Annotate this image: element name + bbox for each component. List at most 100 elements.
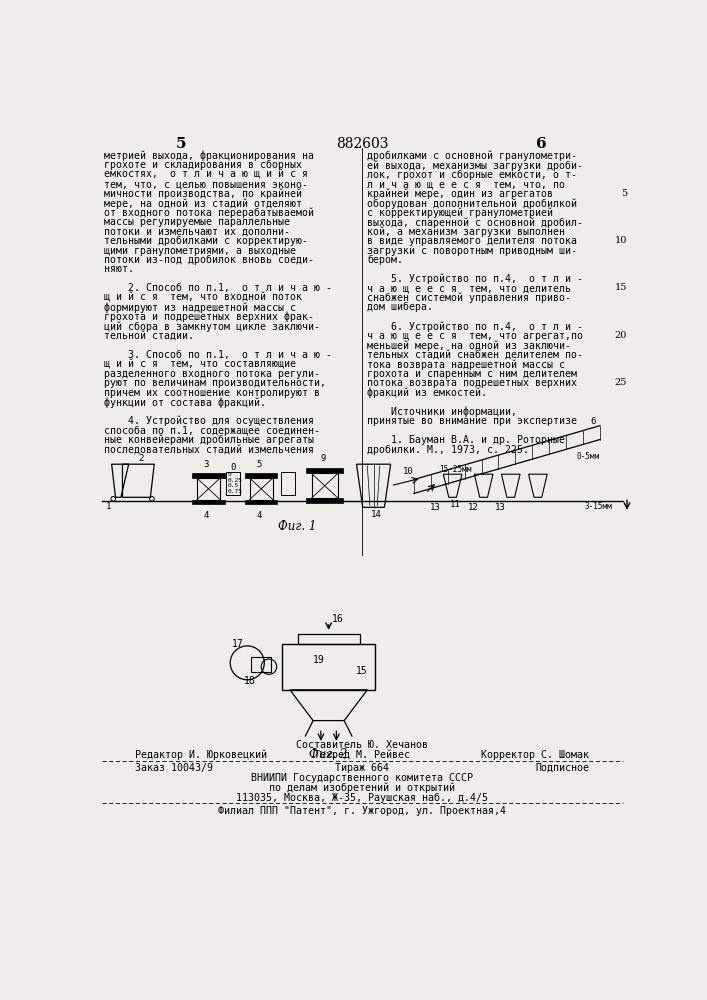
Text: 3. Способ по п.1,  о т л и ч а ю -: 3. Способ по п.1, о т л и ч а ю - xyxy=(104,350,332,360)
Text: няют.: няют. xyxy=(104,264,134,274)
Text: 5: 5 xyxy=(257,460,262,469)
Text: грохоте и складирования в сборных: грохоте и складирования в сборных xyxy=(104,160,302,170)
Bar xyxy=(245,500,277,504)
Text: 17: 17 xyxy=(232,639,243,649)
Text: 9: 9 xyxy=(320,454,325,463)
Text: 6: 6 xyxy=(537,137,547,151)
Text: 1. Бауман В.А. и др. Роторные: 1. Бауман В.А. и др. Роторные xyxy=(368,435,566,445)
Text: 5: 5 xyxy=(621,189,627,198)
Text: 0: 0 xyxy=(230,463,235,472)
Text: причем их соотношение контролируют в: причем их соотношение контролируют в xyxy=(104,388,320,398)
Bar xyxy=(192,500,225,504)
Text: кой, а механизм загрузки выполнен: кой, а механизм загрузки выполнен xyxy=(368,227,566,237)
Text: потоки и измельчают их дополни-: потоки и измельчают их дополни- xyxy=(104,227,290,237)
Text: ч а ю щ е е с я  тем, что делитель: ч а ю щ е е с я тем, что делитель xyxy=(368,283,571,293)
Text: по делам изобретений и открытий: по делам изобретений и открытий xyxy=(269,783,455,793)
Text: 5. Устройство по п.4,  о т л и -: 5. Устройство по п.4, о т л и - xyxy=(368,274,583,284)
Text: 2: 2 xyxy=(139,454,144,463)
Text: тем, что, с целью повышения эконо-: тем, что, с целью повышения эконо- xyxy=(104,179,308,189)
Bar xyxy=(306,468,343,473)
Text: 882603: 882603 xyxy=(336,137,388,151)
Text: ций сбора в замкнутом цикле заключи-: ций сбора в замкнутом цикле заключи- xyxy=(104,321,320,332)
Text: меньшей мере, на одной из заключи-: меньшей мере, на одной из заключи- xyxy=(368,340,571,351)
Text: Техред М. Рейвес: Техред М. Рейвес xyxy=(314,750,410,760)
Text: лок, грохот и сборные емкости, о т-: лок, грохот и сборные емкости, о т- xyxy=(368,170,578,180)
Text: 0.25: 0.25 xyxy=(228,478,243,483)
Bar xyxy=(251,657,271,672)
Text: 6: 6 xyxy=(590,417,596,426)
Text: 13: 13 xyxy=(429,503,440,512)
Bar xyxy=(250,478,273,500)
Text: 25: 25 xyxy=(614,378,627,387)
Text: загрузки с поворотным приводным ши-: загрузки с поворотным приводным ши- xyxy=(368,246,578,256)
Text: 6. Устройство по п.4,  о т л и -: 6. Устройство по п.4, о т л и - xyxy=(368,321,583,332)
Text: Заказ 10043/9: Заказ 10043/9 xyxy=(135,763,213,773)
Text: дробилки. М., 1973, с. 225.: дробилки. М., 1973, с. 225. xyxy=(368,444,530,455)
Bar xyxy=(226,472,240,495)
Text: 0-5мм: 0-5мм xyxy=(577,452,600,461)
Text: тельными дробилками с корректирую-: тельными дробилками с корректирую- xyxy=(104,236,308,246)
Text: руют по величинам производительности,: руют по величинам производительности, xyxy=(104,378,326,388)
Text: тока возврата надрешетной массы с: тока возврата надрешетной массы с xyxy=(368,359,566,370)
Text: 2. Способ по п.1,  о т л и ч а ю -: 2. Способ по п.1, о т л и ч а ю - xyxy=(104,283,332,293)
Text: метрией выхода, фракционирования на: метрией выхода, фракционирования на xyxy=(104,151,314,161)
Text: Филиал ППП "Патент", г. Ужгород, ул. Проектная,4: Филиал ППП "Патент", г. Ужгород, ул. Про… xyxy=(218,806,506,816)
Bar xyxy=(245,473,277,478)
Text: от входного потока перерабатываемой: от входного потока перерабатываемой xyxy=(104,208,314,218)
Text: Редактор И. Юрковецкий: Редактор И. Юрковецкий xyxy=(135,750,267,760)
Text: 5: 5 xyxy=(176,137,187,151)
Text: грохота и спаренным с ним делителем: грохота и спаренным с ним делителем xyxy=(368,369,578,379)
Text: 0.75: 0.75 xyxy=(228,489,243,494)
Text: 12: 12 xyxy=(468,503,479,512)
Text: Подписное: Подписное xyxy=(535,763,589,773)
Bar xyxy=(312,473,338,498)
Text: щими гранулометриями, а выходные: щими гранулометриями, а выходные xyxy=(104,246,296,256)
Text: 3: 3 xyxy=(204,460,209,469)
Text: 0: 0 xyxy=(228,472,232,477)
Text: щ и й с я  тем, что входной поток: щ и й с я тем, что входной поток xyxy=(104,293,302,303)
Text: Фиг. 1: Фиг. 1 xyxy=(279,520,317,533)
Text: 14: 14 xyxy=(370,510,381,519)
Text: 4: 4 xyxy=(204,511,209,520)
Bar xyxy=(306,498,343,503)
Text: с корректирующей гранулометрией: с корректирующей гранулометрией xyxy=(368,208,554,218)
Text: л и ч а ю щ е е с я  тем, что, по: л и ч а ю щ е е с я тем, что, по xyxy=(368,179,566,189)
Text: грохота и подрешетных верхних фрак-: грохота и подрешетных верхних фрак- xyxy=(104,312,314,322)
Text: дом шибера.: дом шибера. xyxy=(368,302,433,312)
Text: бером.: бером. xyxy=(368,255,404,265)
Text: ч а ю щ е е с я  тем, что агрегат,по: ч а ю щ е е с я тем, что агрегат,по xyxy=(368,331,583,341)
Text: Источники информации,: Источники информации, xyxy=(368,407,518,417)
Text: емкостях,  о т л и ч а ю щ и й с я: емкостях, о т л и ч а ю щ и й с я xyxy=(104,170,308,180)
Text: способа по п.1, содержащее соединен-: способа по п.1, содержащее соединен- xyxy=(104,425,320,436)
Text: щ и й с я  тем, что составляющие: щ и й с я тем, что составляющие xyxy=(104,359,296,369)
Text: 1: 1 xyxy=(105,502,111,511)
Text: 13: 13 xyxy=(495,503,506,512)
Text: 15-25мм: 15-25мм xyxy=(438,465,471,474)
Text: 3-15мм: 3-15мм xyxy=(585,502,612,511)
Bar xyxy=(282,644,375,690)
Bar xyxy=(192,473,225,478)
Text: потоки из-под дробилок вновь соеди-: потоки из-под дробилок вновь соеди- xyxy=(104,255,314,265)
Text: 19: 19 xyxy=(313,655,325,665)
Text: тельной стадии.: тельной стадии. xyxy=(104,331,194,341)
Text: формируют из надрешетной массы с: формируют из надрешетной массы с xyxy=(104,302,296,313)
Text: ВНИИПИ Государственного комитета СССР: ВНИИПИ Государственного комитета СССР xyxy=(251,773,473,783)
Text: в виде управляемого делителя потока: в виде управляемого делителя потока xyxy=(368,236,578,246)
Text: 4. Устройство для осуществления: 4. Устройство для осуществления xyxy=(104,416,314,426)
Text: 20: 20 xyxy=(614,331,627,340)
Text: крайней мере, один из агрегатов: крайней мере, один из агрегатов xyxy=(368,189,554,199)
Text: 11: 11 xyxy=(450,500,460,509)
Text: Корректор С. Шомак: Корректор С. Шомак xyxy=(481,750,589,760)
Text: 10: 10 xyxy=(614,236,627,245)
Text: Составитель Ю. Хечанов: Составитель Ю. Хечанов xyxy=(296,740,428,750)
Text: 113035, Москва, Ж-35, Раушская наб., д.4/5: 113035, Москва, Ж-35, Раушская наб., д.4… xyxy=(236,793,488,803)
Text: тельных стадий снабжен делителем по-: тельных стадий снабжен делителем по- xyxy=(368,350,583,360)
Text: последовательных стадий измельчения: последовательных стадий измельчения xyxy=(104,444,314,454)
Text: 15: 15 xyxy=(356,666,368,676)
Text: 15: 15 xyxy=(614,283,627,292)
Text: 4: 4 xyxy=(257,511,262,520)
Text: мичности производства, по крайней: мичности производства, по крайней xyxy=(104,189,302,199)
Text: потока возврата подрешетных верхних: потока возврата подрешетных верхних xyxy=(368,378,578,388)
Text: 16: 16 xyxy=(332,614,344,624)
Text: оборудован дополнительной дробилкой: оборудован дополнительной дробилкой xyxy=(368,198,578,209)
